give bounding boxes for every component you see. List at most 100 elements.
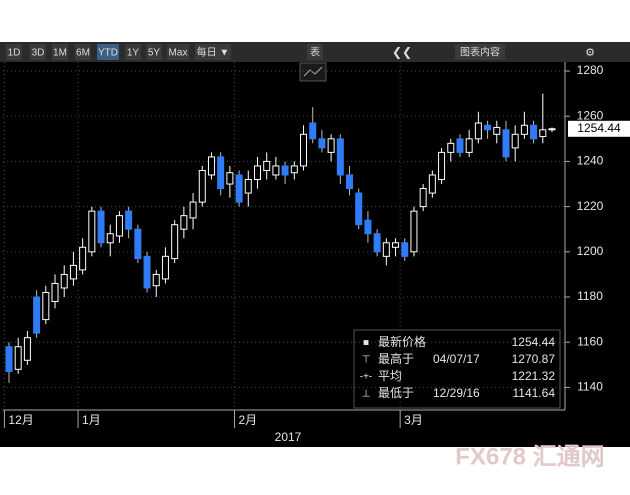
x-group-label: 2017	[275, 430, 302, 444]
toolbar-button[interactable]	[455, 44, 505, 60]
candle-body	[171, 224, 179, 260]
toolbar-button[interactable]	[75, 44, 91, 60]
candle-body	[42, 291, 50, 321]
candle-body	[428, 174, 436, 194]
candle-body	[364, 219, 372, 235]
candle-body	[520, 124, 528, 135]
candle-body	[217, 156, 225, 190]
candle-body	[33, 296, 41, 334]
candle-body	[143, 255, 151, 289]
candle-body	[125, 210, 133, 230]
legend-box	[353, 329, 561, 409]
candle-body	[511, 133, 519, 149]
collapse-icon: ❮❮	[392, 45, 412, 59]
candle-body	[60, 273, 68, 289]
legend-date: 04/07/17	[433, 352, 480, 366]
candle-body	[309, 122, 317, 140]
candle-body	[484, 124, 492, 131]
x-tick-label: 1月	[82, 413, 101, 427]
candle-body	[336, 138, 344, 176]
y-tick-label: 1160	[577, 334, 603, 348]
candle-body	[106, 233, 114, 244]
toolbar-button-label: 图表内容	[460, 46, 500, 59]
candle-body	[69, 264, 77, 280]
toolbar-button[interactable]	[307, 44, 323, 60]
toolbar-button-label: 6M	[76, 48, 90, 59]
candle-body	[198, 169, 206, 203]
candle-body	[539, 129, 547, 138]
candle-body	[438, 151, 446, 181]
candle-body	[502, 129, 510, 158]
legend-value: 1141.64	[513, 386, 556, 400]
x-tick-label: 12月	[8, 413, 33, 427]
candle-body	[244, 179, 252, 194]
legend-symbol: ■	[363, 338, 369, 349]
candle-body	[401, 242, 409, 257]
candle-body	[180, 215, 188, 230]
last-price-tag	[568, 120, 630, 137]
candle-body	[346, 174, 354, 190]
candle-body	[318, 138, 326, 149]
y-tick-label: 1180	[577, 289, 603, 303]
candle-body	[382, 242, 390, 257]
candle-body	[493, 127, 501, 135]
toolbar-button[interactable]	[167, 44, 189, 60]
candle-body	[373, 233, 381, 253]
candle-body	[14, 346, 22, 370]
chart-style-icon	[303, 66, 323, 77]
candle-body	[474, 122, 482, 140]
watermark: FX678 汇通网	[455, 443, 604, 470]
toolbar-button[interactable]	[125, 44, 141, 60]
toolbar-button[interactable]	[30, 44, 46, 60]
legend-symbol: -+-	[360, 372, 373, 383]
legend-label: 最新价格	[378, 334, 426, 349]
legend-value: 1254.44	[512, 335, 556, 349]
candle-body	[189, 201, 197, 219]
candle-body	[355, 192, 363, 226]
toolbar-button-label: 1Y	[127, 48, 140, 59]
candle-body	[263, 160, 271, 171]
candle-body	[548, 128, 556, 131]
candle-body	[23, 337, 31, 361]
toolbar-button-label: 每日 ▼	[197, 46, 230, 59]
toolbar-button[interactable]	[195, 44, 231, 60]
legend-symbol: ⊥	[362, 389, 371, 400]
candle-body	[530, 124, 538, 140]
y-tick-label: 1260	[577, 108, 604, 122]
candle-body	[226, 172, 234, 185]
toolbar-button[interactable]	[97, 44, 119, 60]
candle-body	[134, 228, 142, 260]
legend-label: 平均	[378, 369, 402, 383]
candle-body	[88, 210, 96, 253]
candle-body	[253, 165, 261, 181]
candle-body	[51, 282, 59, 303]
candle-body	[447, 142, 455, 153]
candle-body	[281, 165, 289, 176]
toolbar-button[interactable]	[52, 44, 68, 60]
toolbar-button-label: 5Y	[148, 48, 161, 59]
y-tick-label: 1240	[577, 154, 604, 168]
y-tick-label: 1140	[577, 380, 603, 394]
candle-body	[392, 242, 400, 248]
candle-body	[465, 138, 473, 153]
candle-body	[456, 138, 464, 153]
legend-symbol: ⊤	[362, 355, 371, 366]
candle-body	[79, 246, 87, 271]
toolbar-button-label: YTD	[98, 48, 118, 59]
candle-body	[272, 165, 280, 176]
toolbar-button-label: Max	[169, 48, 188, 59]
toolbar-button[interactable]	[6, 44, 22, 60]
candle-body	[327, 138, 335, 153]
toolbar-button-label: 表	[310, 46, 320, 59]
legend-label: 最高于	[378, 351, 414, 366]
last-price-label: 1254.44	[577, 121, 621, 135]
legend-date: 12/29/16	[433, 386, 480, 400]
candle-body	[152, 273, 160, 287]
toolbar-button[interactable]	[146, 44, 162, 60]
toolbar-button-label: 1M	[53, 48, 67, 59]
candle-body	[290, 165, 298, 174]
legend-value: 1221.32	[512, 369, 556, 383]
toolbar-button-label: 1D	[8, 48, 21, 59]
toolbar-button-label: 3D	[32, 48, 45, 59]
